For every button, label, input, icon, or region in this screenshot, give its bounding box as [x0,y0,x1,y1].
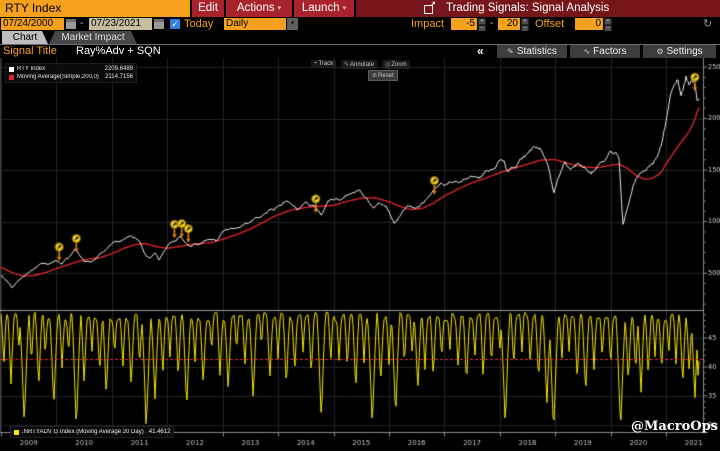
security-ticker-field[interactable]: RTY Index [0,0,190,17]
chart-canvas[interactable] [0,58,720,451]
tab-chart[interactable]: Chart [2,31,48,44]
export-icon[interactable]: ↗ [424,0,436,14]
annotate-button[interactable]: ✎Annotate [341,60,378,69]
today-label: Today [184,18,214,30]
top-toolbar: RTY Index Edit Actions ▾ Launch ▾ ↗ Tradin… [0,0,720,17]
signal-title-value[interactable]: Ray%Adv + SQN [76,45,161,57]
annotate-label: Annotate [350,62,375,68]
settings-button[interactable]: ⚙ Settings [643,45,716,58]
today-checkbox[interactable]: ✓ [170,19,180,29]
function-title-band: ↗ Trading Signals: Signal Analysis [356,0,720,17]
tab-bar: Chart Market Impact [0,31,720,45]
factors-label: Factors [593,46,627,57]
track-button[interactable]: +Track [311,60,337,68]
impact-label: Impact [411,18,445,30]
annotate-icon: ✎ [344,62,350,68]
track-label: Track [318,61,334,67]
factors-icon: ∿ [583,47,591,56]
zoom-label: Zoom [391,62,407,68]
zoom-button[interactable]: ◎Zoom [382,60,410,69]
date-to-field[interactable]: 07/23/2021 [89,18,152,30]
gear-icon: ⚙ [656,47,664,56]
edit-button[interactable]: Edit [192,0,224,17]
chevron-down-icon: ▾ [277,5,282,12]
launch-button[interactable]: Launch ▾ [294,0,354,17]
ma-series-name: Moving Average(Simple,200,0) (RTY) [17,74,100,80]
date-range-separator: - [80,18,84,29]
impact-max-field[interactable]: 20 [498,18,520,30]
impact-min-stepper[interactable]: + − [478,18,486,32]
offset-label: Offset [535,18,565,30]
statistics-icon: ✎ [507,47,514,56]
stepper-up[interactable]: + [521,18,529,25]
offset-stepper[interactable]: + − [604,18,612,32]
calendar-icon[interactable] [154,19,164,29]
watermark: @MacroOps [631,419,718,434]
legend-row-price[interactable]: RTY Index 2209.6489 [9,65,133,73]
refresh-icon[interactable]: ↻ [703,18,713,30]
zoom-icon: ◎ [385,62,391,68]
actions-button[interactable]: Actions ▾ [226,0,292,17]
price-series-name: RTY Index [17,66,46,72]
track-icon: + [314,61,318,67]
stepper-up[interactable]: + [478,18,486,25]
reset-button[interactable]: ⊗Reset [368,70,398,81]
indicator-series-name: .NRTYADV G Index (Moving Average 20 Day) [22,429,144,435]
settings-toolbar: 07/24/2000 - 07/23/2021 ✓ Today Daily ▾ … [0,17,720,32]
period-dropdown-arrow[interactable]: ▾ [287,18,298,30]
signal-title-label: Signal Title [3,45,57,57]
reset-icon: ⊗ [372,73,378,79]
ma-last-value: 2114.7156 [105,74,133,80]
chevron-down-icon: ▾ [342,5,347,12]
export-icon-box [424,5,433,14]
signal-bar: Signal Title Ray%Adv + SQN « ✎ Statistic… [0,45,720,58]
page-title: Trading Signals: Signal Analysis [446,2,610,14]
stepper-up[interactable]: + [604,18,612,25]
indicator-last-value: 41.4612 [148,429,171,435]
tab-market-impact[interactable]: Market Impact [49,31,137,44]
indicator-legend: .NRTYADV G Index (Moving Average 20 Day)… [10,426,175,438]
collapse-panel-icon[interactable]: « [477,44,484,58]
statistics-label: Statistics [516,46,557,57]
impact-min-field[interactable]: -5 [451,18,477,30]
ma-swatch [9,74,14,80]
date-from-field[interactable]: 07/24/2000 [1,18,64,30]
price-swatch [9,66,14,72]
actions-label: Actions [236,2,275,14]
impact-max-stepper[interactable]: + − [521,18,529,32]
legend-row-indicator[interactable]: .NRTYADV G Index (Moving Average 20 Day)… [14,428,170,436]
price-legend: RTY Index 2209.6489 Moving Average(Simpl… [5,63,137,83]
statistics-button[interactable]: ✎ Statistics [497,45,567,58]
period-select[interactable]: Daily [224,18,286,30]
impact-separator: - [490,18,494,29]
reset-label: Reset [378,73,394,79]
calendar-icon[interactable] [66,19,76,29]
legend-row-ma[interactable]: Moving Average(Simple,200,0) (RTY) 2114.… [9,73,133,81]
price-last-value: 2209.6489 [104,66,133,72]
factors-button[interactable]: ∿ Factors [570,45,640,58]
export-icon-arrow: ↗ [429,0,436,9]
settings-label: Settings [666,46,703,57]
offset-field[interactable]: 0 [575,18,603,30]
indicator-swatch [14,429,19,435]
launch-label: Launch [301,2,340,14]
